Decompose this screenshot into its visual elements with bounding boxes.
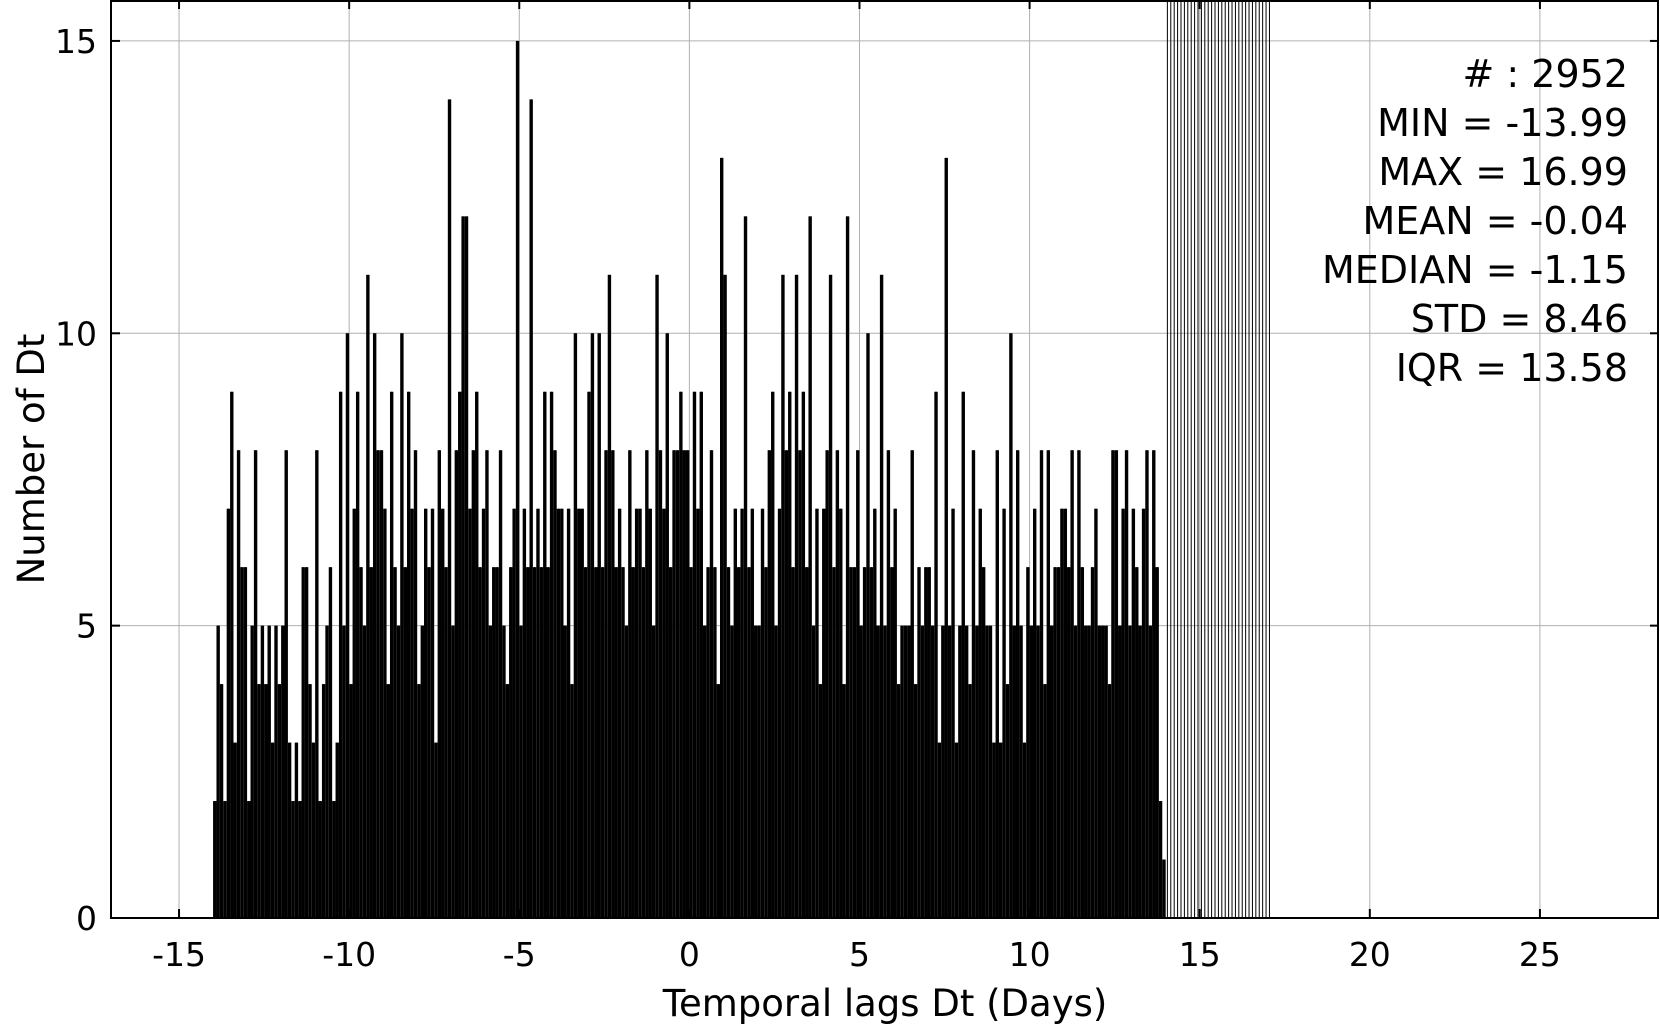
stat-median: MEDIAN = -1.15	[1322, 248, 1628, 292]
stat-std: STD = 8.46	[1411, 297, 1628, 341]
stats-box: # : 2952 MIN = -13.99 MAX = 16.99 MEAN =…	[1322, 52, 1628, 390]
y-tick-label: 5	[76, 607, 97, 646]
x-tick-label: -15	[152, 935, 206, 974]
plot-frame	[110, 0, 1659, 919]
x-tick-label: 20	[1349, 935, 1391, 974]
x-tick-label: 15	[1179, 935, 1221, 974]
stat-iqr: IQR = 13.58	[1396, 346, 1628, 390]
x-tick-label: -5	[503, 935, 536, 974]
y-tick-label: 15	[55, 22, 97, 61]
stat-mean: MEAN = -0.04	[1362, 199, 1628, 243]
stat-max: MAX = 16.99	[1378, 150, 1628, 194]
y-tick-label: 0	[76, 899, 97, 938]
x-tick-label: 0	[679, 935, 700, 974]
y-tick-label: 10	[55, 314, 97, 353]
stat-min: MIN = -13.99	[1377, 101, 1628, 145]
x-axis-label: Temporal lags Dt (Days)	[662, 982, 1108, 1025]
histogram-bars	[213, 0, 1270, 919]
y-axis-label: Number of Dt	[10, 334, 53, 585]
x-tick-label: 10	[1009, 935, 1051, 974]
stat-count: # : 2952	[1462, 52, 1628, 96]
axis-ticks: -15 -10 -5 0 5 10 15 20 25 0 5 10 15	[55, 0, 1659, 974]
x-tick-label: -10	[322, 935, 376, 974]
x-tick-label: 5	[849, 935, 870, 974]
x-tick-label: 25	[1519, 935, 1561, 974]
